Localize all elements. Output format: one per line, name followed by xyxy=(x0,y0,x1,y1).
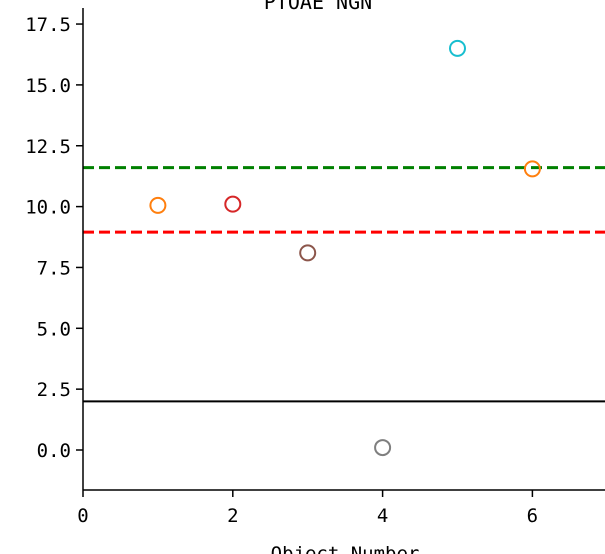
x-axis-ticks: 0 2 4 6 xyxy=(77,490,538,527)
data-points xyxy=(149,39,541,457)
x-tick-label: 2 xyxy=(227,505,238,527)
x-tick-label: 0 xyxy=(77,505,88,527)
data-point xyxy=(449,39,466,57)
data-point xyxy=(149,196,167,214)
data-point xyxy=(523,160,541,178)
data-point xyxy=(224,195,242,213)
x-tick-label: 4 xyxy=(377,505,388,527)
reference-lines xyxy=(83,166,605,403)
x-axis-label: Object Number xyxy=(271,543,420,554)
data-point xyxy=(374,439,392,457)
y-tick-label: 10.0 xyxy=(25,197,71,219)
data-point xyxy=(299,244,317,262)
axes xyxy=(82,8,605,491)
y-tick-label: 0.0 xyxy=(37,440,71,462)
y-tick-label: 2.5 xyxy=(37,379,71,401)
chart-title: PTOAE NGN xyxy=(264,0,372,14)
y-tick-label: 15.0 xyxy=(25,75,71,97)
y-tick-label: 12.5 xyxy=(25,136,71,158)
x-tick-label: 6 xyxy=(527,505,538,527)
y-tick-label: 7.5 xyxy=(37,257,71,279)
y-tick-label: 17.5 xyxy=(25,14,71,36)
y-tick-label: 5.0 xyxy=(37,318,71,340)
y-axis-ticks: 0.0 2.5 5.0 7.5 10.0 12.5 15.0 17.5 xyxy=(25,14,83,462)
